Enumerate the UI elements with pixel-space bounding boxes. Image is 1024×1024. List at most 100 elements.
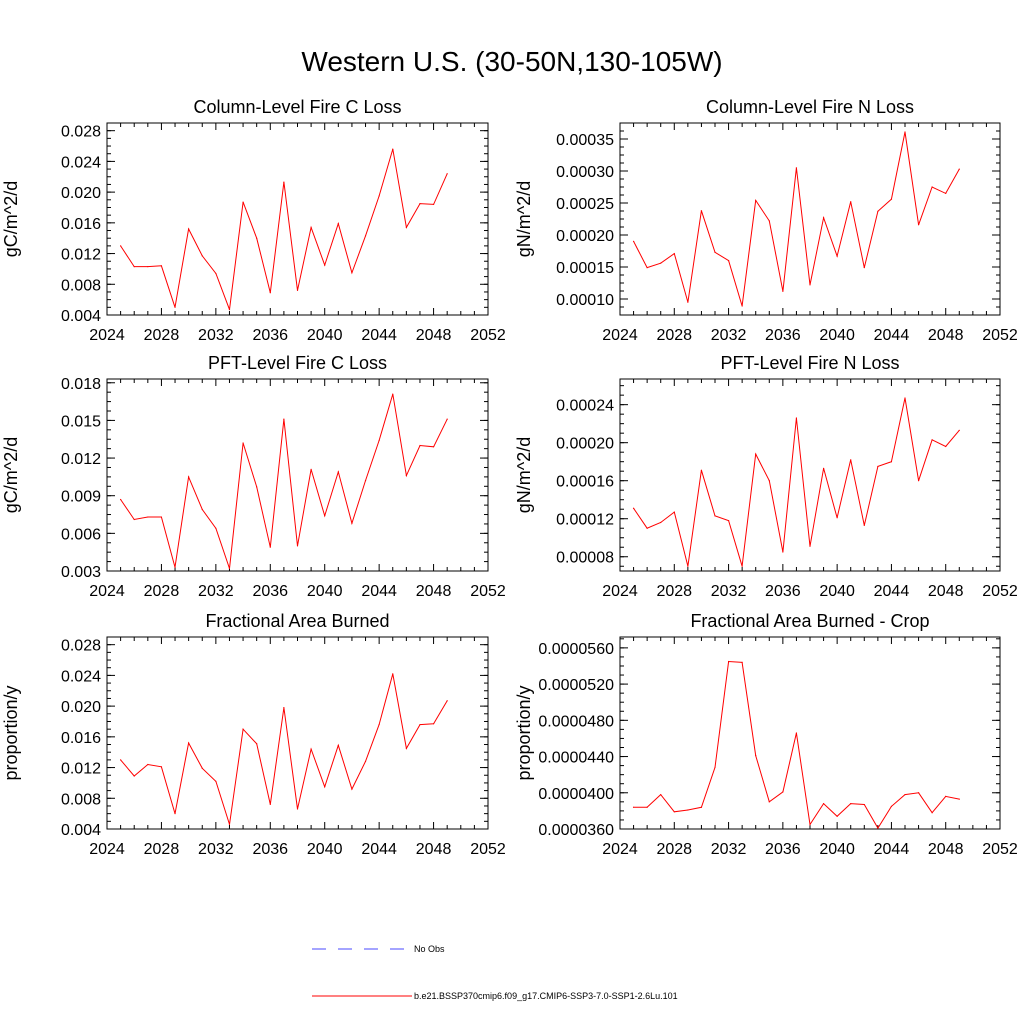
panel1-y-tick-label: 0.024 xyxy=(61,154,101,171)
panel6-y-tick-label: 0.0000560 xyxy=(538,641,614,658)
legend-model-label: b.e21.BSSP370cmip6.f09_g17.CMIP6-SSP3-7.… xyxy=(414,991,678,1001)
panel3-data-point xyxy=(446,418,448,420)
panel4-data-point xyxy=(931,439,933,441)
panel3-y-tick-label: 0.012 xyxy=(61,451,101,468)
panel3-x-tick-label: 2052 xyxy=(470,583,506,600)
panel6-y-axis-label: proportion/y xyxy=(514,685,534,780)
panel4-x-tick-label: 2052 xyxy=(982,583,1018,600)
panel5-data-point xyxy=(242,728,244,730)
panel2-data-point xyxy=(673,252,675,255)
panel3-y-tick-label: 0.009 xyxy=(61,489,101,506)
panel4-data-point xyxy=(863,524,865,526)
panel5-data-point xyxy=(201,767,203,769)
panel4-data-point xyxy=(768,480,770,482)
panel1-data-point xyxy=(147,266,149,268)
panel6-data-point xyxy=(917,792,920,794)
panel6-title: Fractional Area Burned - Crop xyxy=(690,611,929,631)
panel2-data-point xyxy=(700,210,703,212)
panel3-x-tick-label: 2048 xyxy=(416,583,452,600)
panel3-x-tick-label: 2028 xyxy=(144,583,180,600)
panel5-y-tick-label: 0.024 xyxy=(61,668,101,685)
panel1-x-tick-label: 2048 xyxy=(416,327,452,344)
panel2-data-point xyxy=(782,290,784,292)
panel1-y-tick-label: 0.028 xyxy=(61,124,101,141)
panel3-data-point xyxy=(188,476,190,478)
panel1-data-point xyxy=(392,148,394,150)
panel5-data-point xyxy=(256,743,258,745)
panel2-x-tick-label: 2040 xyxy=(819,327,855,344)
panel1-y-tick-label: 0.004 xyxy=(61,308,101,325)
panel2-x-tick-label: 2052 xyxy=(982,327,1018,344)
panel1-data-point xyxy=(174,306,176,308)
panel6-data-point xyxy=(863,803,865,806)
panel1-x-tick-label: 2028 xyxy=(144,327,180,344)
panel2-plot-frame xyxy=(619,122,1001,316)
panel6-series-line-model xyxy=(633,660,960,830)
panel1-data-point xyxy=(120,245,122,247)
panel1-data-point xyxy=(188,228,190,230)
panel3-x-tick-label: 2024 xyxy=(89,583,125,600)
panel5-data-point xyxy=(419,723,421,726)
panel4-data-point xyxy=(687,565,689,567)
panel3-series-line-model xyxy=(120,393,448,569)
panel3-y-tick-label: 0.003 xyxy=(61,564,101,581)
panel1-data-point xyxy=(419,203,421,205)
panel5-x-tick-label: 2028 xyxy=(144,841,180,858)
panel6-data-point xyxy=(768,801,770,803)
panel5-data-point xyxy=(310,748,312,750)
panel2-data-point xyxy=(945,192,947,194)
panel3-data-point xyxy=(378,439,380,442)
panel3-data-point xyxy=(215,527,217,529)
panel1-data-point xyxy=(133,266,135,268)
panel2-y-tick-label: 0.00030 xyxy=(556,164,614,181)
panel4-data-point xyxy=(755,453,757,455)
panel5-x-tick-label: 2044 xyxy=(361,841,397,858)
panel5-data-point xyxy=(133,775,135,777)
panel4-data-point xyxy=(877,465,879,468)
panel1-data-point xyxy=(364,235,367,237)
panel2-data-point xyxy=(822,217,825,219)
panel4-data-point xyxy=(809,545,811,547)
panel4-data-point xyxy=(795,417,798,419)
panel1-x-tick-label: 2040 xyxy=(307,327,343,344)
panel6-data-point xyxy=(822,803,825,805)
panel3-data-point xyxy=(364,480,367,482)
panel1-data-point xyxy=(310,226,312,229)
panel6-data-point xyxy=(945,795,947,797)
panel4-data-point xyxy=(904,397,906,399)
panel3-data-point xyxy=(133,518,135,521)
panel6-y-tick-label: 0.0000520 xyxy=(538,677,614,694)
panel1-data-point xyxy=(296,289,299,292)
panel1-series-line-model xyxy=(120,148,448,310)
panel2-data-point xyxy=(809,284,811,286)
panel5-data-point xyxy=(324,786,326,788)
panel3-data-point xyxy=(256,486,258,488)
panel3-data-point xyxy=(296,545,299,547)
panel1-y-tick-label: 0.016 xyxy=(61,216,101,233)
panel5-data-point xyxy=(174,813,176,815)
panel2-data-point xyxy=(836,255,838,257)
panel1-x-tick-label: 2052 xyxy=(470,327,506,344)
panel2-x-tick-label: 2024 xyxy=(602,327,638,344)
panel1-data-point xyxy=(446,173,448,175)
panel5-data-point xyxy=(215,780,217,782)
panel3-data-point xyxy=(201,508,203,511)
panel2-data-point xyxy=(917,224,920,226)
panel6-data-point xyxy=(809,823,811,826)
panel4-data-point xyxy=(917,480,920,482)
panel5-x-tick-label: 2052 xyxy=(470,841,506,858)
panel4-x-tick-label: 2036 xyxy=(765,583,801,600)
panel5-x-tick-label: 2040 xyxy=(307,841,343,858)
panel5-data-point xyxy=(296,808,299,810)
panel2-data-point xyxy=(850,201,852,203)
panel6-data-point xyxy=(741,661,743,663)
panel5-series-line-model xyxy=(120,673,448,825)
panel3-data-point xyxy=(392,393,394,395)
panel4-series-line-model xyxy=(633,397,960,567)
panel2-y-tick-label: 0.00010 xyxy=(556,292,614,309)
panel3-y-tick-label: 0.015 xyxy=(61,413,101,430)
panel4-data-point xyxy=(700,469,703,471)
panel4-y-tick-label: 0.00024 xyxy=(556,398,614,415)
panel3-data-point xyxy=(228,567,231,570)
panel2-data-point xyxy=(660,262,662,264)
